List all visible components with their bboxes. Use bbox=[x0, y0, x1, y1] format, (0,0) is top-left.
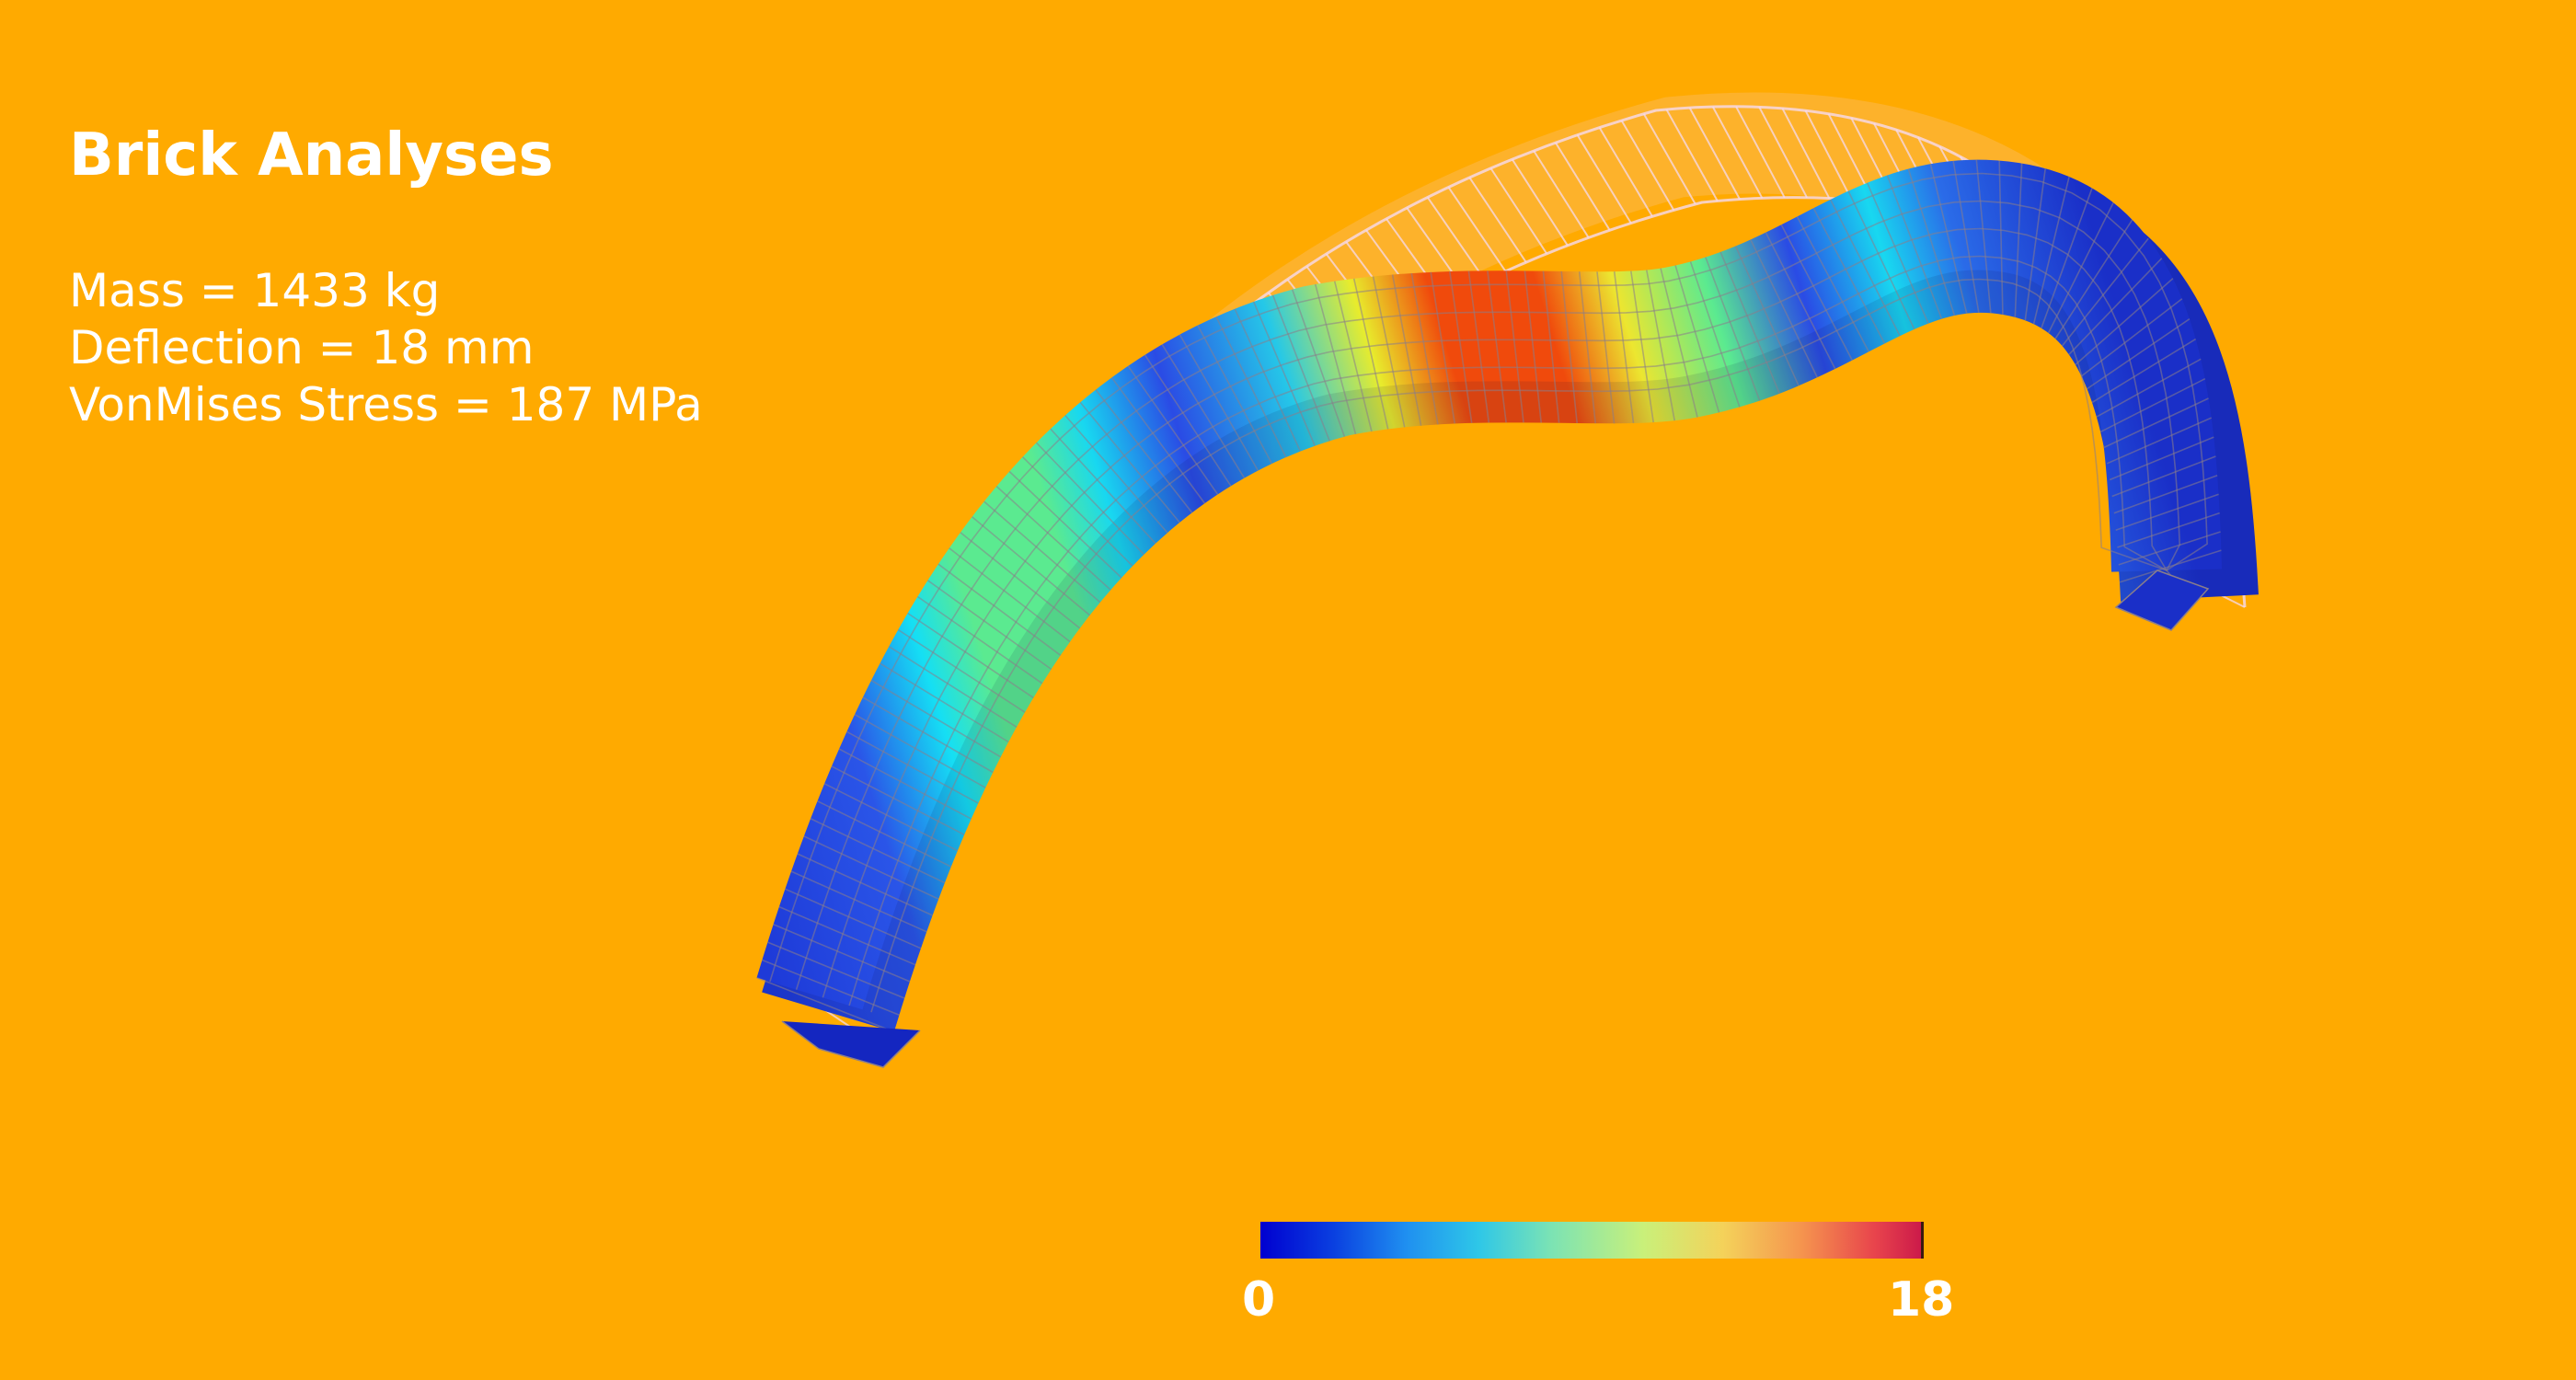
mass-readout: Mass = 1433 kg bbox=[69, 264, 441, 317]
results-summary: Mass = 1433 kg Deflection = 18 mm VonMis… bbox=[69, 262, 703, 433]
deformed-beam bbox=[756, 159, 2259, 1068]
color-scale-bar bbox=[1260, 1222, 1924, 1259]
color-scale-max-label: 18 bbox=[1888, 1272, 1955, 1328]
color-scale-min-label: 0 bbox=[1242, 1272, 1276, 1328]
page-title: Brick Analyses bbox=[69, 121, 554, 190]
stress-readout: VonMises Stress = 187 MPa bbox=[69, 378, 703, 431]
deflection-readout: Deflection = 18 mm bbox=[69, 321, 535, 374]
